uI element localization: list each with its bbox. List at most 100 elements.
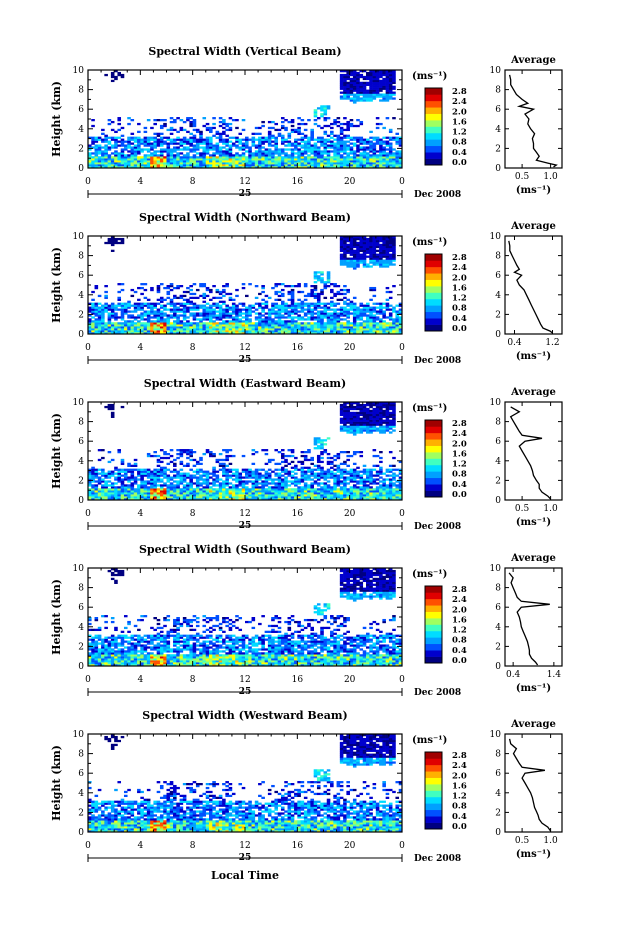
heatmap-cell [359, 70, 364, 73]
y-tick-label: 4 [78, 291, 84, 301]
heatmap-cell [388, 75, 393, 79]
colorbar-unit: (ms⁻¹) [412, 71, 447, 82]
heatmap-cell [346, 164, 350, 167]
heatmap-cell [392, 237, 396, 241]
heatmap-cell [179, 462, 184, 466]
heatmap-cell [343, 148, 347, 151]
heatmap-cell [280, 498, 285, 500]
heatmap-cell [392, 160, 396, 163]
heatmap-cell [277, 162, 282, 165]
heatmap-cell [127, 138, 131, 141]
heatmap-cell [372, 263, 377, 266]
heatmap-cell [97, 496, 102, 499]
heatmap-cell [143, 318, 148, 321]
heatmap-cell [303, 324, 308, 327]
heatmap-cell [398, 322, 402, 325]
heatmap-cell [140, 314, 144, 317]
heatmap-cell [202, 488, 207, 491]
heatmap-cell [277, 478, 282, 481]
heatmap-cell [366, 302, 370, 305]
heatmap-cell [316, 439, 321, 442]
heatmap-cell [140, 472, 144, 475]
heatmap-cell [320, 492, 324, 495]
heatmap-cell [287, 132, 292, 135]
heatmap-cell [222, 312, 226, 315]
heatmap-cell [209, 164, 213, 167]
heatmap-cell [300, 480, 305, 483]
heatmap-cell [375, 257, 380, 260]
heatmap-cell [205, 482, 210, 485]
heatmap-cell [150, 166, 154, 168]
heatmap-cell [179, 330, 184, 333]
heatmap-cell [271, 458, 275, 462]
heatmap-cell [300, 162, 305, 165]
heatmap-cell [379, 162, 383, 165]
heatmap-cell [199, 162, 203, 165]
heatmap-cell [375, 237, 380, 241]
heatmap-cell [222, 288, 226, 292]
heatmap-cell [356, 71, 360, 75]
heatmap-cell [114, 154, 118, 157]
heatmap-cell [261, 474, 265, 477]
heatmap-cell [395, 314, 400, 317]
heatmap-cell [352, 75, 357, 79]
avg-x-title: (ms⁻¹) [516, 185, 551, 196]
heatmap-cell [202, 312, 207, 315]
heatmap-cell [101, 304, 105, 307]
heatmap-cell [110, 458, 115, 462]
heatmap-cell [313, 312, 318, 315]
heatmap-cell [182, 449, 187, 452]
heatmap-cell [97, 138, 102, 141]
heatmap-cell [274, 290, 279, 294]
heatmap-cell [123, 154, 128, 157]
heatmap-cell [205, 164, 210, 167]
heatmap-cell [97, 458, 102, 462]
heatmap-cell [225, 310, 229, 313]
heatmap-cell [235, 306, 239, 309]
heatmap-cell [290, 150, 295, 153]
heatmap-cell [398, 162, 402, 165]
heatmap-cell [91, 468, 95, 471]
heatmap-cell [330, 324, 334, 327]
heatmap-cell [189, 326, 193, 329]
heatmap-cell [395, 304, 400, 307]
heatmap-cell [392, 322, 396, 325]
heatmap-cell [274, 164, 279, 167]
heatmap-cell [107, 324, 112, 327]
heatmap-cell [137, 494, 141, 497]
heatmap-cell [398, 160, 402, 163]
heatmap-cell [346, 288, 350, 292]
heatmap-cell [127, 310, 131, 313]
heatmap-cell [385, 236, 390, 239]
heatmap-cell [382, 162, 386, 165]
heatmap-cell [303, 150, 308, 153]
heatmap-cell [195, 306, 200, 309]
heatmap-cell [352, 70, 357, 73]
heatmap-cell [294, 320, 298, 323]
heatmap-cell [264, 138, 269, 141]
heatmap-cell [372, 243, 377, 247]
heatmap-cell [320, 314, 324, 317]
heatmap-cell [326, 285, 331, 288]
heatmap-cell [104, 488, 108, 491]
heatmap-cell [385, 79, 390, 83]
heatmap-cell [153, 326, 157, 329]
heatmap-cell [238, 160, 243, 163]
heatmap-cell [104, 490, 108, 493]
heatmap-cell [94, 498, 99, 500]
heatmap-cell [110, 482, 115, 485]
heatmap-cell [320, 136, 324, 139]
heatmap-cell [117, 478, 122, 481]
heatmap-cell [140, 308, 144, 311]
heatmap-cell [336, 318, 341, 321]
heatmap-cell [254, 474, 259, 477]
heatmap-cell [195, 332, 200, 334]
heatmap-cell [218, 138, 223, 141]
heatmap-cell [258, 158, 262, 161]
heatmap-cell [303, 478, 308, 481]
heatmap-cell [130, 316, 135, 319]
heatmap-cell [392, 166, 396, 168]
heatmap-cell [284, 468, 288, 471]
heatmap-cell [369, 308, 373, 311]
heatmap-cell [254, 150, 259, 153]
